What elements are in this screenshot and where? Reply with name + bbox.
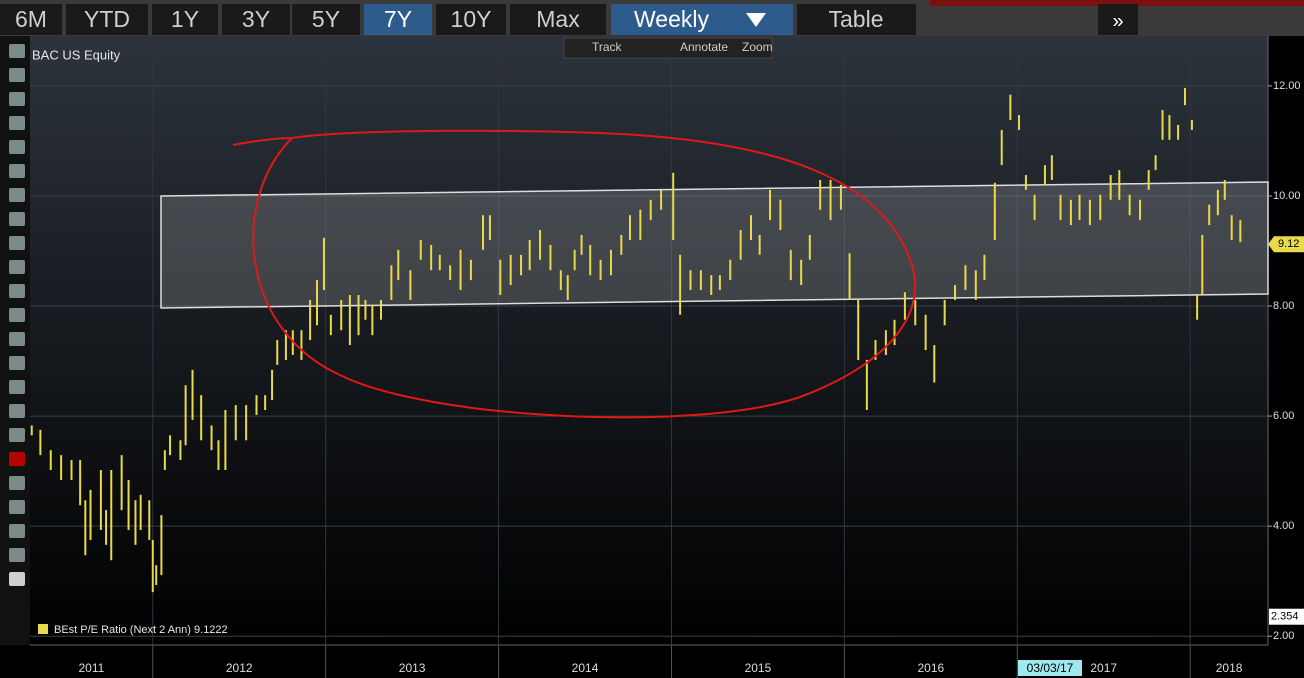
tool-icon[interactable]	[9, 308, 25, 322]
range-label[interactable]: YTD	[84, 6, 130, 32]
tool-icon[interactable]	[9, 188, 25, 202]
tool-icon[interactable]	[9, 548, 25, 562]
range-label[interactable]: 6M	[15, 6, 47, 32]
x-tick-label: 2015	[745, 661, 772, 675]
tool-icon[interactable]	[9, 476, 25, 490]
chart-tool[interactable]: Annotate	[680, 40, 728, 54]
range-label[interactable]: Max	[536, 6, 580, 32]
frequency-label[interactable]: Weekly	[634, 6, 709, 32]
table-button[interactable]	[797, 4, 916, 35]
y-tick-label: 2.00	[1273, 630, 1294, 642]
more-label[interactable]: »	[1112, 10, 1123, 32]
range-label[interactable]: 7Y	[384, 6, 412, 32]
legend-value: 9.1222	[194, 624, 228, 636]
last-marker-label: 9.12	[1278, 238, 1299, 250]
chart-tool[interactable]: Zoom	[742, 40, 773, 54]
x-axis-bg	[30, 645, 1304, 678]
tool-icon[interactable]	[9, 164, 25, 178]
chart-tool[interactable]: Track	[592, 40, 623, 54]
min-marker	[1269, 608, 1304, 625]
y-tick-label: 12.00	[1273, 80, 1301, 92]
tool-icon[interactable]	[9, 500, 25, 514]
last-marker	[1268, 236, 1304, 253]
tool-icon[interactable]	[9, 68, 25, 82]
tool-icon[interactable]	[9, 380, 25, 394]
more-button[interactable]	[1098, 4, 1138, 35]
tool-icon[interactable]	[9, 260, 25, 274]
dropdown-arrow	[746, 13, 766, 27]
date-flag: 03/03/17	[1027, 661, 1074, 675]
range-button[interactable]	[292, 4, 360, 35]
range-label[interactable]: 10Y	[451, 6, 492, 32]
chart-tools-bg	[563, 37, 773, 59]
bars	[30, 88, 1242, 593]
range-button[interactable]	[152, 4, 218, 35]
range-button[interactable]	[364, 4, 432, 35]
y-tick-label: 6.00	[1273, 410, 1294, 422]
x-tick-label: 2018	[1216, 661, 1243, 675]
tool-icon[interactable]	[9, 356, 25, 370]
tool-icon[interactable]	[9, 116, 25, 130]
range-button[interactable]	[436, 4, 506, 35]
y-axis-bg	[1268, 36, 1304, 645]
y-tick-label: 4.00	[1273, 520, 1294, 532]
tool-icons	[9, 44, 25, 586]
tool-icon[interactable]	[9, 212, 25, 226]
legend: BEst P/E Ratio (Next 2 Ann) 9.1222	[54, 624, 228, 636]
tool-icon[interactable]	[9, 332, 25, 346]
tool-icon[interactable]	[9, 452, 25, 466]
security-label: BAC US Equity	[32, 47, 121, 62]
table-label[interactable]: Table	[829, 6, 884, 32]
x-tick-label: 2012	[226, 661, 253, 675]
range-label[interactable]: 3Y	[242, 6, 270, 32]
frequency-button[interactable]	[611, 4, 793, 35]
x-tick-label: 2014	[572, 661, 599, 675]
y-tick-label: 8.00	[1273, 300, 1294, 312]
date-flag-bg	[1018, 660, 1082, 676]
range-label[interactable]: 5Y	[312, 6, 340, 32]
y-tick-label: 10.00	[1273, 190, 1301, 202]
x-tick-label: 2013	[399, 661, 426, 675]
range-button[interactable]	[66, 4, 148, 35]
range-button[interactable]	[510, 4, 606, 35]
channel-annotation	[160, 181, 1269, 309]
tool-icon[interactable]	[9, 404, 25, 418]
tool-icon[interactable]	[9, 44, 25, 58]
tool-icon[interactable]	[9, 428, 25, 442]
x-tick-label: 2016	[917, 661, 944, 675]
tool-icon[interactable]	[9, 524, 25, 538]
legend-swatch	[38, 624, 48, 634]
legend-name: BEst P/E Ratio (Next 2 Ann)	[54, 624, 191, 636]
alert-strip	[930, 0, 1304, 6]
tool-icon[interactable]	[9, 236, 25, 250]
range-button[interactable]	[222, 4, 290, 35]
tool-icon[interactable]	[9, 572, 25, 586]
range-label[interactable]: 1Y	[171, 6, 199, 32]
x-tick-label: 2017	[1090, 661, 1117, 675]
plot-bg	[30, 36, 1268, 645]
tool-icon[interactable]	[9, 92, 25, 106]
x-tick-label: 2011	[78, 661, 104, 675]
tool-icon[interactable]	[9, 284, 25, 298]
tool-icon[interactable]	[9, 140, 25, 154]
freehand-ellipse	[232, 129, 917, 419]
min-marker-label: 2.354	[1271, 611, 1299, 623]
range-button[interactable]	[0, 4, 62, 35]
